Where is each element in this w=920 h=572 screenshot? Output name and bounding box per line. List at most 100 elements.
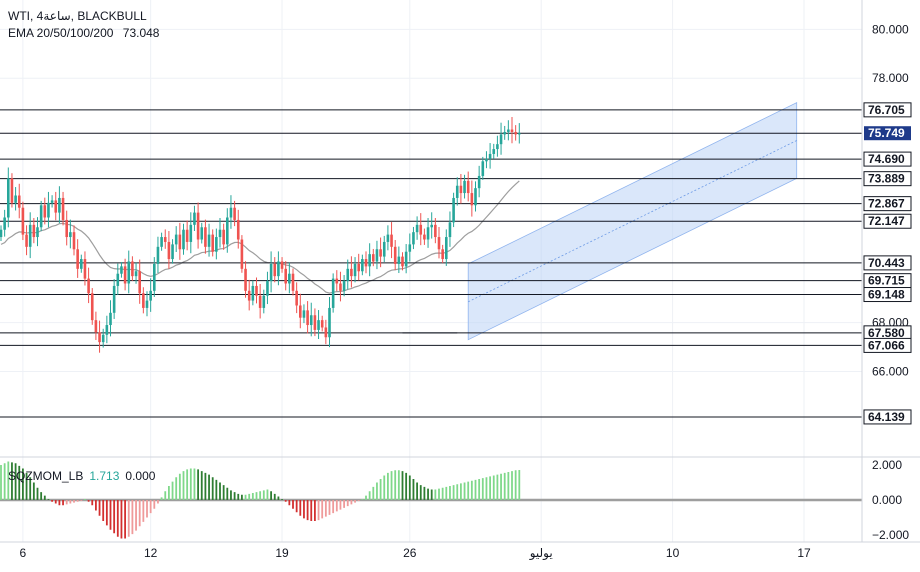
y-tick-label: 78.000 — [872, 71, 909, 85]
candle — [485, 151, 488, 169]
candle-body — [14, 195, 17, 203]
candle — [269, 251, 273, 293]
oscillator-bar — [401, 471, 404, 500]
oscillator-bar — [69, 500, 72, 504]
candle-body — [295, 290, 298, 306]
candle — [189, 212, 193, 254]
candle-body — [434, 224, 437, 238]
candle — [423, 228, 426, 245]
candle-body — [320, 320, 324, 328]
oscillator-bar — [109, 500, 112, 530]
oscillator-bar — [292, 500, 294, 509]
oscillator-tick-label: 2.000 — [872, 458, 902, 472]
candle — [145, 291, 149, 317]
candle-body — [499, 134, 503, 145]
candle — [255, 277, 258, 304]
candle-body — [266, 281, 269, 296]
candle — [353, 257, 357, 283]
candle-body — [306, 310, 309, 326]
level-label-box — [863, 287, 912, 303]
oscillator-bar — [339, 500, 342, 510]
candle — [452, 192, 455, 228]
oscillator-bar — [438, 488, 440, 500]
oscillator-bar — [189, 468, 192, 500]
candle-body — [160, 237, 163, 247]
candle — [36, 217, 39, 247]
oscillator-bar — [153, 500, 156, 509]
oscillator-bar — [51, 500, 53, 502]
oscillator-bar — [511, 471, 513, 500]
oscillator-bar — [419, 485, 422, 500]
candle — [372, 248, 375, 267]
candle — [17, 183, 21, 219]
candle — [0, 225, 3, 242]
candle — [178, 222, 182, 260]
oscillator-bar — [463, 482, 466, 500]
level-label-text: 76.705 — [868, 103, 905, 117]
candle — [116, 263, 120, 296]
candle — [236, 209, 240, 249]
candle-body — [163, 237, 167, 242]
oscillator-bar — [460, 483, 462, 500]
oscillator-bar — [284, 500, 287, 502]
candle-body — [196, 212, 200, 240]
candle — [196, 202, 200, 249]
candle — [357, 253, 360, 281]
candle-body — [302, 310, 306, 318]
candle-body — [47, 202, 50, 218]
candle-body — [350, 268, 353, 277]
oscillator-bar — [328, 500, 331, 515]
oscillator-bar — [120, 500, 123, 539]
oscillator-bar — [113, 500, 116, 534]
oscillator-bar — [397, 470, 400, 500]
x-axis-ticks: 6 12 19 26 يوليو 10 17 — [20, 546, 811, 561]
level-label: 64.139 — [863, 409, 912, 425]
candle-body — [233, 207, 236, 220]
oscillator-bar — [157, 500, 159, 504]
candle-body — [496, 144, 499, 150]
candle — [167, 231, 171, 269]
oscillator-bar — [270, 491, 272, 500]
candle — [404, 244, 408, 274]
candle — [83, 251, 87, 286]
candle — [171, 239, 174, 264]
oscillator-bar — [251, 493, 254, 500]
candle — [412, 226, 415, 250]
candle — [393, 239, 397, 271]
oscillator-bar — [7, 461, 10, 500]
candle — [229, 195, 233, 229]
current-price-text: 75.749 — [868, 126, 905, 140]
candle-body — [466, 180, 470, 194]
oscillator-bar — [131, 500, 134, 535]
candle — [379, 237, 382, 268]
candle — [302, 304, 306, 324]
candle — [80, 254, 83, 273]
level-label-box — [863, 337, 912, 353]
candle-body — [189, 224, 193, 242]
candle-body — [127, 261, 131, 284]
candle-body — [284, 268, 287, 284]
candle-body — [386, 234, 390, 242]
candle — [299, 293, 302, 329]
x-tick-label: 26 — [403, 546, 417, 560]
candle — [112, 279, 116, 319]
oscillator-bar — [230, 490, 232, 500]
oscillator-bar — [22, 468, 24, 500]
oscillator-bar — [178, 473, 181, 500]
candle — [87, 267, 90, 304]
candle — [127, 250, 131, 294]
candle-body — [32, 224, 36, 238]
candle-body — [339, 283, 342, 291]
candle-body — [430, 224, 433, 228]
candle-body — [90, 293, 94, 321]
oscillator-bar — [394, 470, 397, 500]
candle-body — [193, 212, 196, 225]
candle — [69, 219, 72, 249]
candle-body — [43, 205, 47, 218]
ema-line — [0, 180, 520, 294]
candle-body — [404, 251, 408, 267]
ema-legend: EMA 20/50/100/200 73.048 — [8, 26, 159, 40]
candle-body — [222, 229, 225, 245]
